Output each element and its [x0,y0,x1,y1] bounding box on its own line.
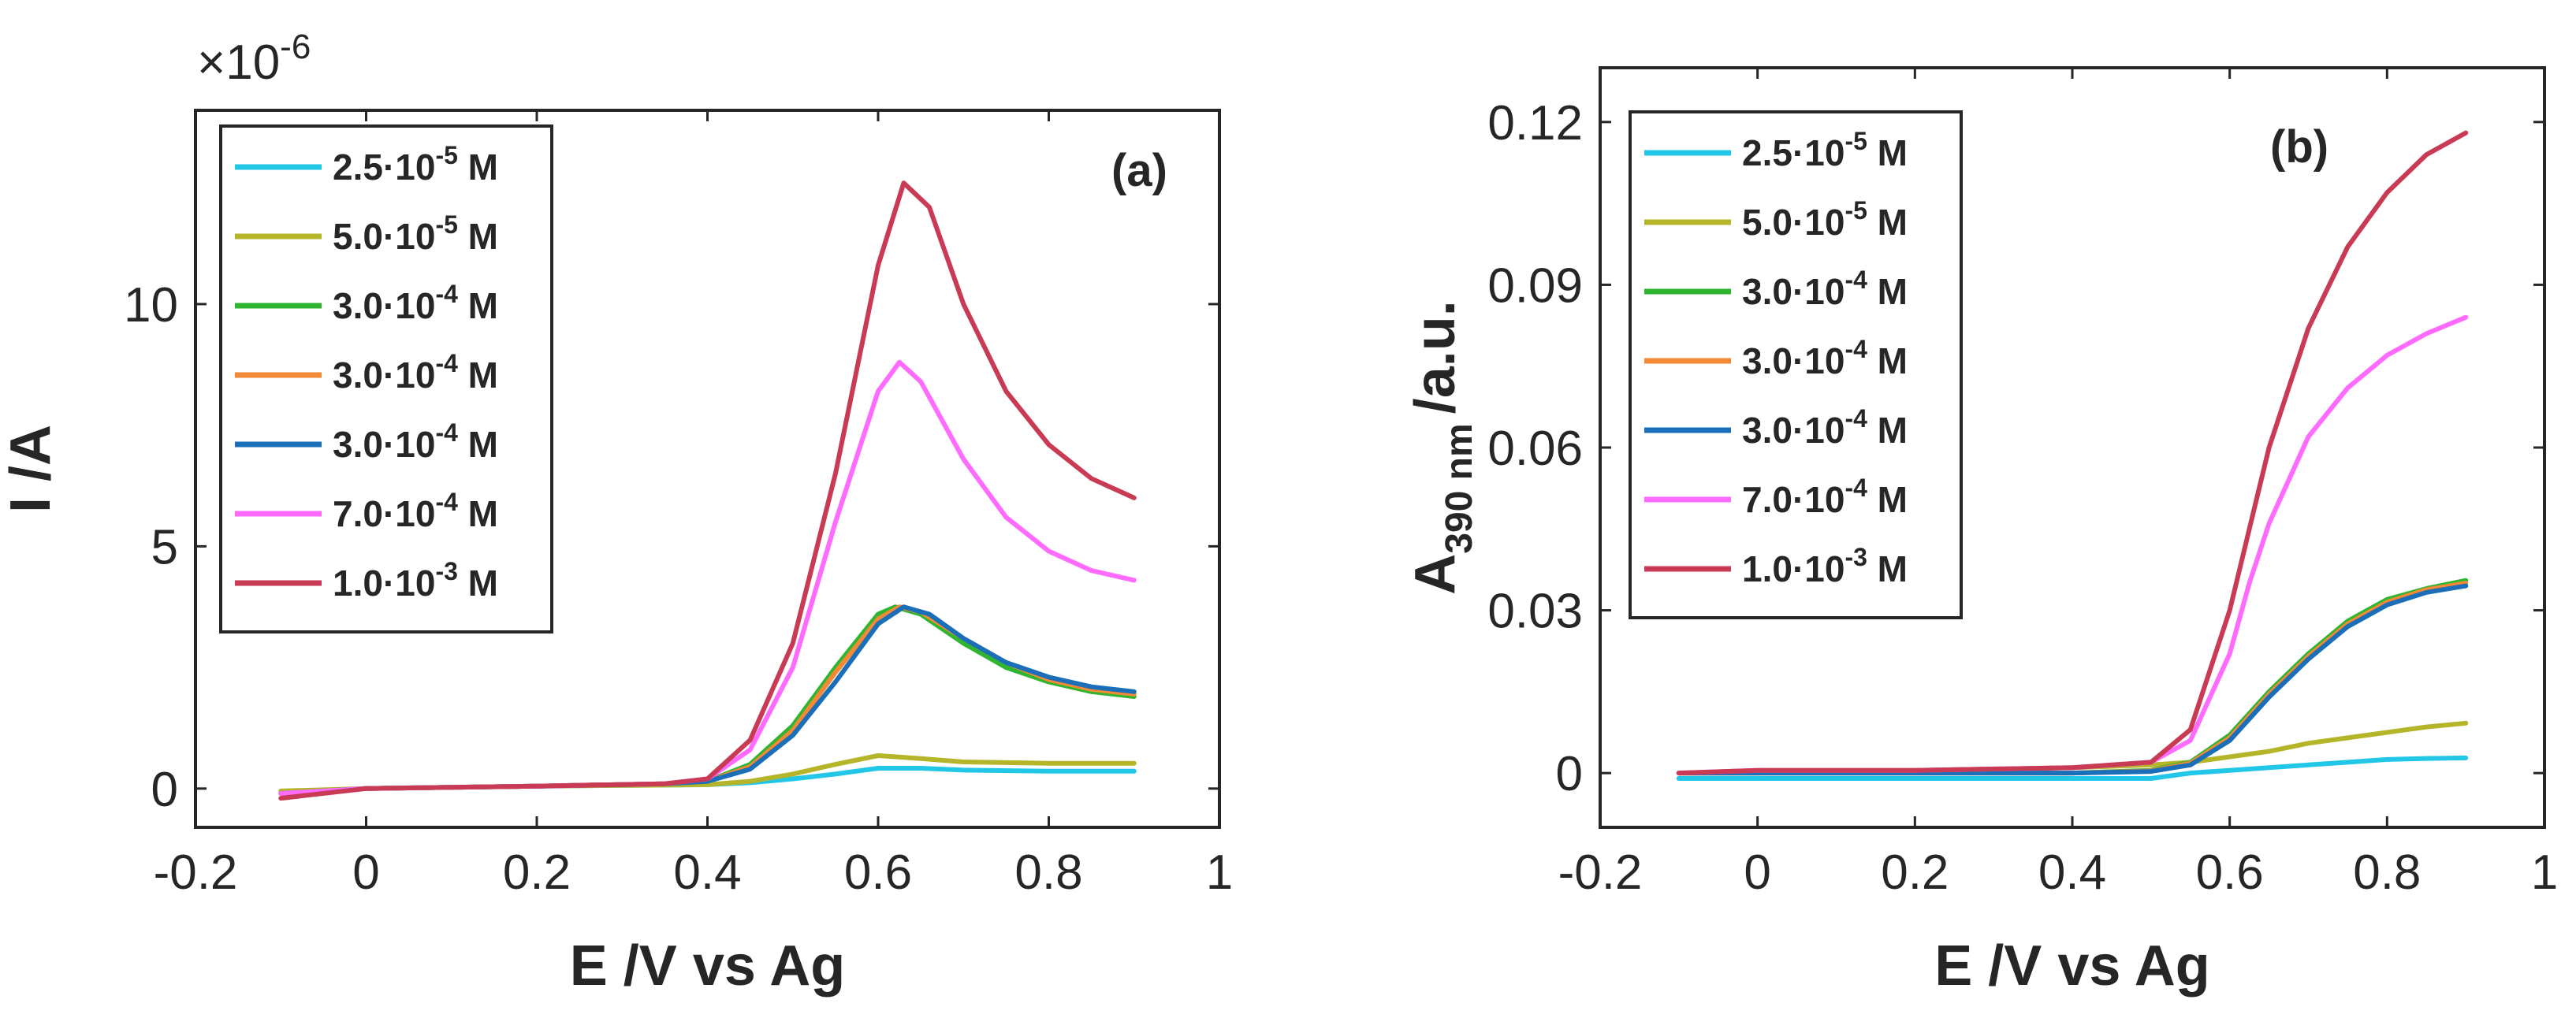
legend-entry: 5.0·10-5 M [333,210,498,257]
legend-entry: 1.0·10-3 M [333,557,498,604]
legend-box [1629,110,1963,619]
legend-entry: 3.0·10-4 M [1742,404,1908,451]
series-line-4 [278,604,1137,796]
legend-entry: 2.5·10-5 M [1742,127,1908,173]
x-tick-label: 0.2 [1881,845,1949,900]
y-axis-label: I /A [0,425,62,513]
x-tick-label: -0.2 [1558,845,1643,900]
legend-entry: 7.0·10-4 M [333,488,498,534]
y-tick-label: 0.06 [1487,422,1583,476]
legend: 2.5·10-5 M 5.0·10-5 M 3.0·10-4 M 3.0·10-4 M… [1629,110,1963,619]
series-line-1 [1676,755,2469,781]
series-line-7 [278,180,1137,801]
series-line-7 [1676,130,2469,776]
x-tick-label: 0.6 [844,845,912,900]
x-tick-label: 1 [1206,845,1233,900]
legend-entry: 3.0·10-4 M [333,418,498,465]
legend-entry: 1.0·10-3 M [1742,543,1908,589]
x-tick-label: 0.4 [2038,845,2106,900]
y-tick-label: 0.03 [1487,585,1583,639]
y-tick-label: 5 [151,520,178,574]
series-line-5 [1676,583,2469,776]
legend-entry: 3.0·10-4 M [1742,266,1908,312]
x-tick-label: -0.2 [154,845,238,900]
panel-b: -0.2 0 0.2 0.4 0.6 0.8 1 0 0.03 0.06 0.09 0.12 E /V … [1404,66,2558,998]
y-exponent-label: ×10-6 [197,28,311,90]
legend-entry: 2.5·10-5 M [333,141,498,188]
x-tick-label: 0.8 [2353,845,2421,900]
x-tick-label: 0.8 [1014,845,1082,900]
x-axis-label: E /V vs Ag [570,934,845,998]
y-tick-label: 10 [124,278,178,333]
y-tick-label: 0.09 [1487,258,1583,313]
panel-label: (b) [2270,121,2328,173]
legend-entry: 3.0·10-4 M [333,280,498,326]
x-axis-label: E /V vs Ag [1934,934,2209,998]
legend-entry: 5.0·10-5 M [1742,196,1908,243]
y-tick-label: 0 [1556,747,1583,801]
x-tick-label: 0.2 [503,845,571,900]
x-tick-label: 1 [2531,845,2558,900]
x-tick-label: 0.4 [673,845,741,900]
legend-entry: 3.0·10-4 M [333,349,498,396]
legend-entry: 3.0·10-4 M [1742,335,1908,381]
y-axis-label: A390 nm/a.u. [1404,300,1480,594]
y-tick-label: 0 [151,763,178,817]
series-line-5 [278,604,1137,796]
x-tick-label: 0.6 [2196,845,2264,900]
legend-box [219,124,553,633]
x-tick-label: 0 [1744,845,1770,900]
x-tick-label: 0 [352,845,379,900]
series-line-3 [278,604,1137,796]
legend: 2.5·10-5 M 5.0·10-5 M 3.0·10-4 M 3.0·10-4 M… [219,124,553,633]
legend-entry: 7.0·10-4 M [1742,474,1908,520]
y-tick-label: 0.12 [1487,96,1583,150]
panel-label: (a) [1111,145,1167,196]
